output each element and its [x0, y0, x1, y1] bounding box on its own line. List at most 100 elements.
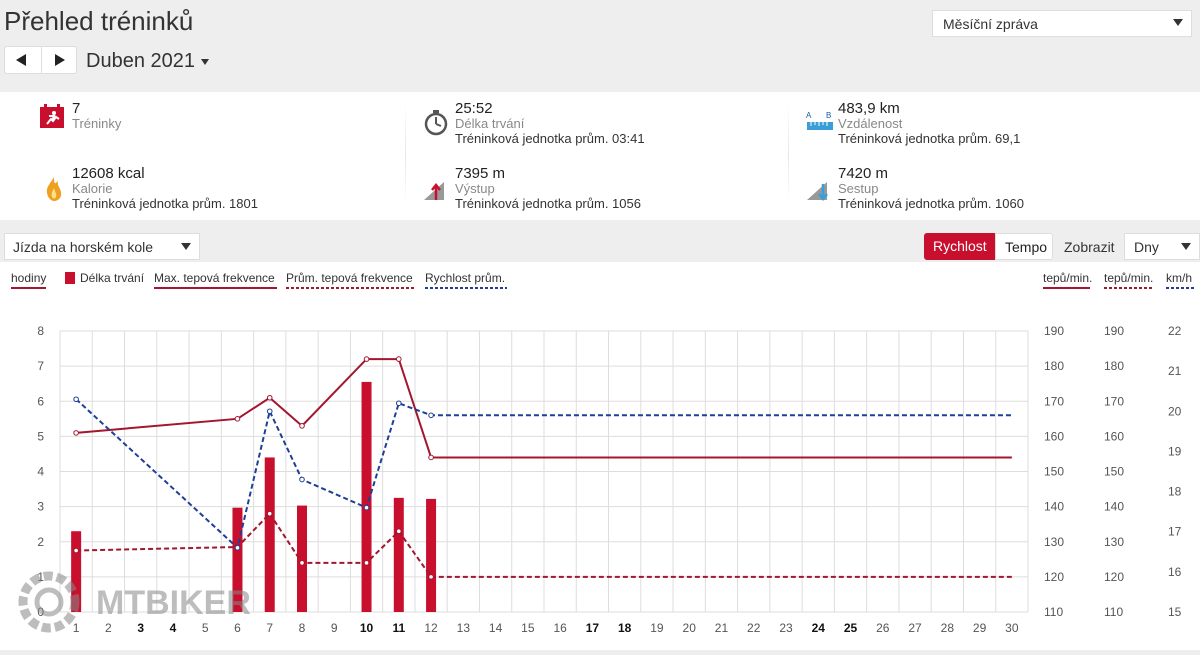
right-1-tick-label: 110	[1044, 605, 1063, 619]
x-tick-label: 8	[299, 621, 306, 635]
right-1-tick-label: 130	[1044, 535, 1064, 549]
right-2-tick-label: 160	[1104, 429, 1124, 443]
max-hr-line-point	[428, 454, 434, 461]
right-2-tick-label: 190	[1104, 324, 1124, 338]
x-tick-label: 9	[331, 621, 338, 635]
left-tick-label: 1	[37, 570, 44, 584]
right-2-tick-label: 140	[1104, 500, 1124, 514]
report-type-value: Měsíční zpráva	[943, 16, 1038, 32]
max-hr-line-point	[266, 394, 273, 401]
calories-avg: Tréninková jednotka prům. 1801	[72, 196, 258, 211]
period-value: Dny	[1134, 239, 1159, 255]
x-tick-label: 10	[360, 621, 374, 635]
arrow-right-icon	[55, 54, 65, 66]
ascent-value: 7395 m	[455, 165, 506, 182]
legend-avg-hr: Prům. tepová frekvence	[286, 271, 413, 285]
x-tick-label: 24	[812, 621, 826, 635]
divider	[405, 104, 406, 204]
left-axis-title: hodiny	[11, 271, 46, 285]
avg-speed-line-point	[363, 504, 370, 511]
x-tick-label: 12	[424, 621, 438, 635]
right-2-tick-label: 170	[1104, 394, 1124, 408]
max-hr-line-point	[73, 430, 79, 436]
x-tick-label: 5	[202, 621, 209, 635]
right-1-tick-label: 120	[1044, 570, 1064, 584]
x-tick-label: 16	[553, 621, 567, 635]
x-tick-label: 27	[908, 621, 922, 635]
x-tick-label: 23	[779, 621, 793, 635]
right-2-tick-label: 120	[1104, 570, 1124, 584]
x-tick-label: 18	[618, 621, 632, 635]
prev-month-button[interactable]	[5, 47, 42, 73]
avg-speed-line-point	[234, 544, 241, 551]
x-tick-label: 21	[715, 621, 729, 635]
duration-avg: Tréninková jednotka prům. 03:41	[455, 131, 645, 146]
stat-trainings: 7 Tréninky	[72, 101, 121, 131]
stat-calories: 12608 kcal Kalorie Tréninková jednotka p…	[72, 166, 258, 211]
calories-value: 12608 kcal	[72, 165, 145, 182]
distance-icon-letter-b: B	[826, 111, 831, 120]
x-tick-label: 29	[973, 621, 987, 635]
left-tick-label: 3	[37, 500, 44, 514]
chevron-down-icon	[1173, 19, 1183, 26]
descent-icon	[807, 182, 828, 202]
avg-hr-line-point	[396, 528, 402, 535]
descent-avg: Tréninková jednotka prům. 1060	[838, 196, 1024, 211]
distance-avg: Tréninková jednotka prům. 69,1	[838, 131, 1021, 146]
summary-panel: 7 Tréninky 25:52 Délka trvání Tréninková…	[0, 92, 1200, 220]
arrow-left-icon	[16, 54, 26, 66]
training-chart: hodiny Délka trvání Max. tepová frekvence P…	[11, 271, 1196, 635]
right-3-tick-label: 16	[1168, 565, 1182, 579]
left-tick-label: 8	[37, 324, 44, 338]
x-tick-label: 3	[137, 621, 144, 635]
month-label: Duben 2021	[86, 50, 195, 72]
speed-toggle-button[interactable]: Rychlost	[924, 233, 995, 260]
right-2-tick-label: 110	[1104, 605, 1123, 619]
max-hr-line-point	[363, 356, 370, 362]
right-axis-2-title: tepů/min.	[1104, 271, 1153, 285]
right-2-tick-label: 150	[1104, 465, 1124, 479]
period-select[interactable]: Dny	[1124, 233, 1200, 260]
x-tick-label: 13	[457, 621, 471, 635]
x-tick-label: 30	[1005, 621, 1019, 635]
right-1-tick-label: 190	[1044, 324, 1064, 338]
next-month-button[interactable]	[41, 47, 77, 73]
x-tick-label: 14	[489, 621, 503, 635]
duration-bar	[71, 531, 82, 612]
x-tick-label: 6	[234, 621, 241, 635]
right-3-tick-label: 18	[1168, 485, 1182, 499]
duration-bar	[393, 497, 404, 612]
duration-bar	[426, 498, 437, 612]
pace-toggle-button[interactable]: Tempo	[995, 233, 1053, 260]
right-3-tick-label: 17	[1168, 525, 1182, 539]
right-1-tick-label: 170	[1044, 394, 1064, 408]
report-type-select[interactable]: Měsíční zpráva	[932, 10, 1192, 37]
max-hr-line	[76, 358, 1012, 459]
chevron-down-icon	[1181, 243, 1191, 250]
right-1-tick-label: 180	[1044, 359, 1064, 373]
avg-hr-line	[76, 512, 1012, 578]
distance-value: 483,9 km	[838, 100, 900, 117]
sport-select[interactable]: Jízda na horském kole	[4, 233, 200, 260]
avg-speed-line	[75, 398, 1012, 550]
stat-duration: 25:52 Délka trvání Tréninková jednotka p…	[455, 101, 645, 146]
caret-down-icon	[200, 58, 209, 65]
avg-hr-line-point	[73, 547, 79, 554]
page-title: Přehled tréninků	[4, 6, 194, 36]
ascent-icon	[424, 182, 444, 200]
x-tick-label: 4	[170, 621, 177, 635]
x-tick-label: 28	[941, 621, 955, 635]
calories-label: Kalorie	[72, 181, 113, 196]
avg-hr-line-point	[299, 560, 305, 566]
ascent-avg: Tréninková jednotka prům. 1056	[455, 196, 641, 211]
avg-speed-line-point	[299, 476, 305, 483]
left-tick-label: 6	[37, 394, 44, 408]
duration-label: Délka trvání	[455, 116, 525, 131]
avg-speed-line-point	[428, 412, 434, 419]
x-tick-label: 22	[747, 621, 761, 635]
left-tick-label: 7	[37, 359, 44, 373]
left-tick-label: 2	[37, 535, 44, 549]
distance-label: Vzdálenost	[838, 116, 903, 131]
month-selector[interactable]: Duben 2021	[86, 50, 209, 73]
x-tick-label: 11	[392, 621, 405, 635]
